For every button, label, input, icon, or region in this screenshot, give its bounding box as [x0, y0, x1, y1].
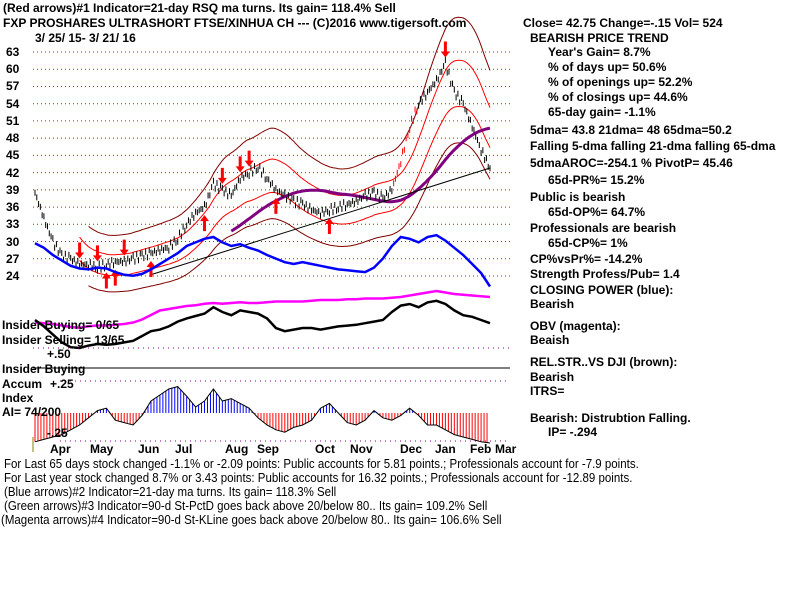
- insider-selling: Insider Selling= 13/65: [2, 333, 125, 347]
- date-range: 3/ 25/ 15- 3/ 21/ 16: [35, 31, 136, 45]
- y-tick-label: 33: [6, 217, 20, 232]
- ma-direction: Falling 5-dma falling 21-dma falling 65-…: [530, 139, 776, 153]
- y-tick-label: 48: [6, 131, 20, 146]
- y-tick-label: 57: [6, 79, 20, 94]
- x-tick-label: Mar: [495, 442, 517, 456]
- moving-averages: 5dma= 43.8 21dma= 48 65dma=50.2: [530, 123, 732, 137]
- closing-power-line: [34, 233, 492, 288]
- aroc-pivot: 5dmaAROC=-254.1 % PivotP= 45.46: [530, 156, 733, 170]
- y-tick-label: 30: [6, 234, 20, 249]
- quote-summary: Close= 42.75 Change=-.15 Vol= 524: [523, 16, 723, 30]
- x-tick-label: Jun: [138, 442, 160, 456]
- cp-vs-pr: CP%vsPr%= -14.2%: [530, 252, 643, 266]
- y-tick-label: 54: [6, 96, 20, 111]
- x-tick-label: Apr: [50, 442, 71, 456]
- x-tick-label: Feb: [470, 442, 492, 456]
- x-tick-label: Nov: [350, 442, 373, 456]
- upper-band: [88, 16, 491, 236]
- y-tick-label: 51: [6, 113, 20, 128]
- openings-up: % of openings up= 52.2%: [548, 75, 693, 89]
- year-gain: Year's Gain= 8.7%: [548, 45, 651, 59]
- footer-magenta-arrows: (Magenta arrows)#4 Indicator=90-d St-KLi…: [1, 513, 502, 527]
- gain-65: 65-day gain= -1.1%: [548, 105, 656, 119]
- chart-title: FXP PROSHARES ULTRASHORT FTSE/XINHUA CH …: [3, 16, 467, 30]
- red-arrow-down: [119, 239, 129, 256]
- x-tick-label: Oct: [315, 442, 336, 456]
- x-tick-label: Dec: [400, 442, 423, 456]
- x-tick-label: Jul: [175, 442, 193, 456]
- footer-line-65d: For Last 65 days stock changed -1.1% or …: [4, 457, 639, 471]
- red-arrow-down: [235, 156, 245, 173]
- y-tick-label: 24: [6, 269, 20, 283]
- obv-line: [34, 289, 491, 330]
- days-up: % of days up= 50.6%: [548, 60, 667, 74]
- y-tick-label: 45: [6, 148, 20, 163]
- lower-band: [88, 142, 491, 293]
- red-arrow-down: [217, 167, 227, 184]
- upper-inner-band: [79, 59, 491, 256]
- red-arrow-up: [324, 217, 334, 234]
- trendline: [149, 167, 491, 276]
- footer-blue-arrows: (Blue arrows)#2 Indicator=21-day ma turn…: [4, 485, 337, 499]
- index-label: Index: [2, 391, 34, 405]
- red-arrow-down: [92, 245, 102, 262]
- closing-power-label: CLOSING POWER (blue):: [530, 283, 674, 297]
- y-tick-label: 42: [6, 165, 20, 180]
- y-tick-label: 36: [6, 200, 20, 215]
- footer-green-arrows: (Green arrows)#3 Indicator=90-d St-PctD …: [4, 499, 488, 513]
- obv-label: OBV (magenta):: [530, 319, 621, 333]
- tick-minus25: -.25: [47, 426, 68, 440]
- y-tick-label: 27: [6, 251, 20, 266]
- strength-ratio: Strength Profess/Pub= 1.4: [530, 267, 680, 281]
- x-tick-label: Aug: [225, 442, 249, 456]
- red-arrow-down: [244, 150, 254, 167]
- relstr-value: Bearish: [530, 370, 575, 384]
- insider-buying: Insider Buying= 0/65: [2, 318, 120, 332]
- insider-buying-label: Insider Buying: [2, 362, 86, 376]
- red-arrow-down: [440, 41, 450, 58]
- rel-str-line: [34, 299, 491, 350]
- public-status: Public is bearish: [530, 190, 626, 204]
- tick-plus25: +.25: [50, 377, 74, 391]
- pros-status: Professionals are bearish: [530, 221, 677, 235]
- pr-65: 65d-PR%= 15.2%: [548, 173, 645, 187]
- red-arrow-up: [271, 197, 281, 214]
- x-tick-label: Jan: [435, 442, 456, 456]
- indicator-1-text: (Red arrows)#1 Indicator=21-day RSQ ma t…: [3, 1, 396, 15]
- x-tick-label: Sep: [257, 442, 280, 456]
- cp-65: 65d-CP%= 1%: [548, 236, 628, 250]
- tick-plus50: +.50: [47, 347, 71, 361]
- footer-line-year: For Last year stock changed 8.7% or 3.43…: [4, 471, 633, 485]
- red-arrow-up: [101, 272, 111, 289]
- ai-value: AI= 74/200: [2, 405, 62, 419]
- accum-label: Accum: [2, 377, 43, 391]
- red-arrow-down: [75, 242, 85, 259]
- y-tick-label: 60: [6, 62, 20, 77]
- x-tick-label: May: [90, 442, 114, 456]
- closing-power-value: Bearish: [530, 297, 575, 311]
- op-65: 65d-OP%= 64.7%: [548, 205, 646, 219]
- accum-index-line: [34, 386, 491, 444]
- distribution-status: Bearish: Distrubtion Falling.: [530, 411, 691, 425]
- ip-value: IP= -.294: [548, 425, 598, 439]
- relstr-label: REL.STR..VS DJI (brown):: [530, 355, 678, 369]
- ma-65-line: [230, 126, 491, 233]
- y-tick-label: 63: [6, 45, 20, 59]
- itrs: ITRS=: [530, 384, 565, 398]
- closings-up: % of closings up= 44.6%: [548, 90, 688, 104]
- price-trend: BEARISH PRICE TREND: [530, 31, 669, 45]
- red-arrow-up: [200, 215, 210, 232]
- y-tick-label: 39: [6, 182, 20, 197]
- obv-value: Beaish: [530, 333, 570, 347]
